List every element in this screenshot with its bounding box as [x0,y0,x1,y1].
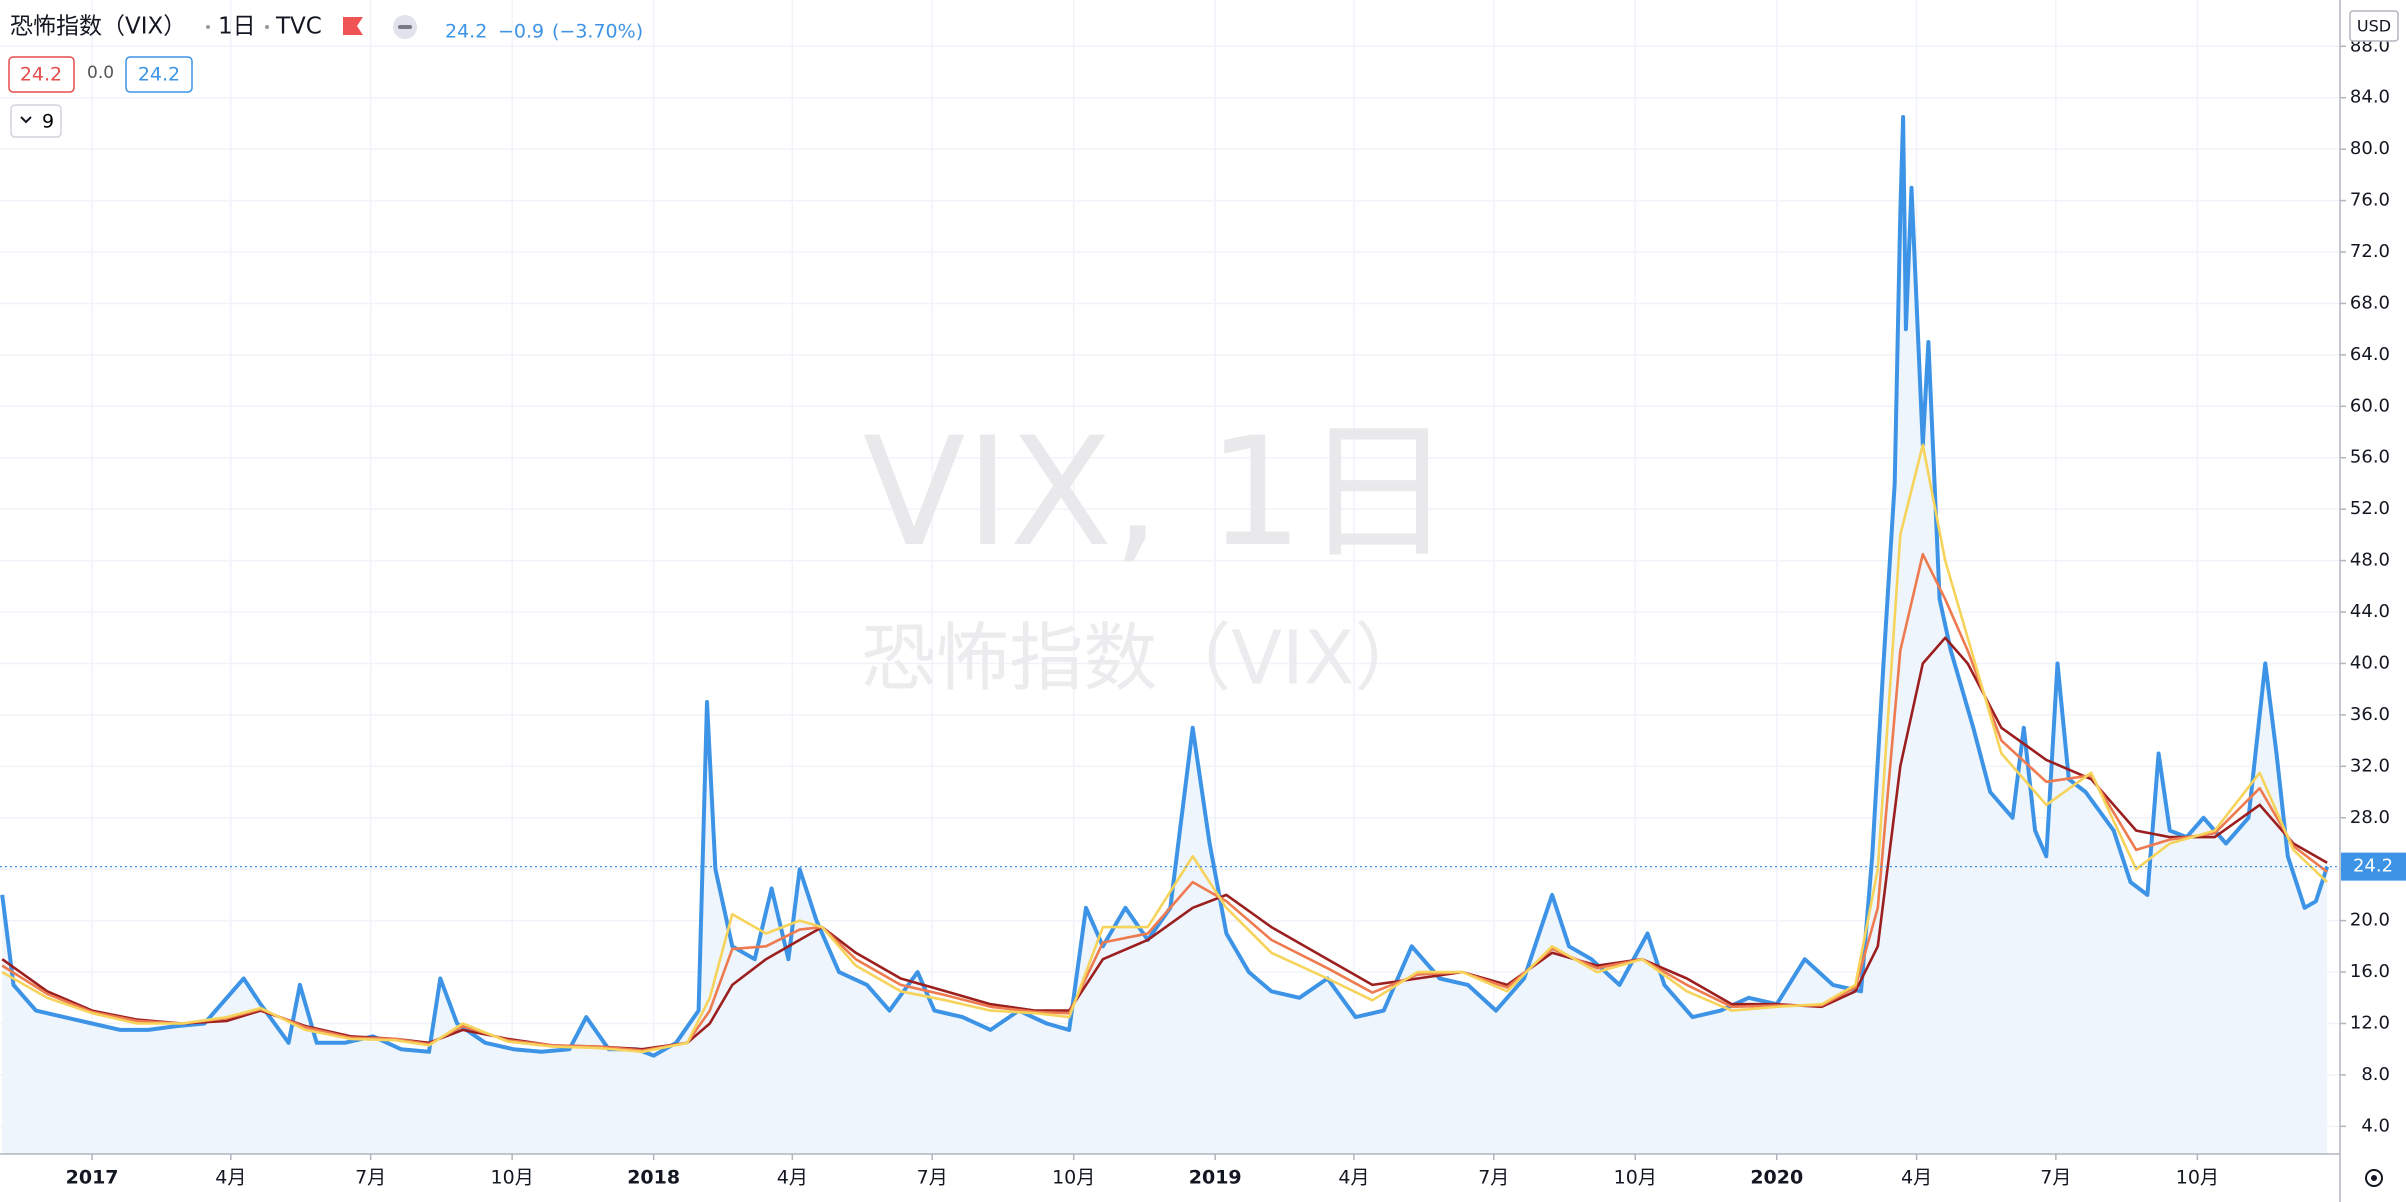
settings-icon[interactable] [2365,1169,2383,1187]
x-tick-label: 4月 [777,1167,808,1189]
axes: 4.08.012.016.020.024.028.032.036.040.044… [66,35,2406,1189]
y-tick-label: 80.0 [2350,138,2390,159]
currency: USD [2357,17,2391,36]
x-tick-label: 7月 [1478,1167,1509,1189]
y-tick-label: 76.0 [2350,190,2390,211]
x-tick-label: 2018 [627,1167,680,1189]
indicator-value: 0.0 [87,63,114,83]
x-tick-label: 10月 [1614,1167,1657,1189]
gear-center [2371,1175,2377,1181]
chevron-icon [20,116,32,124]
watermark-symbol: VIX, 1日 [863,406,1453,580]
x-tick-label: 4月 [215,1167,246,1189]
exchange: TVC [275,14,322,40]
x-tick-label: 10月 [1052,1167,1095,1189]
y-tick-label: 72.0 [2350,241,2390,262]
y-tick-label: 12.0 [2350,1012,2390,1033]
last-price: 24.2 [445,21,487,43]
x-tick-label: 10月 [491,1167,534,1189]
x-tick-label: 2017 [66,1167,119,1189]
currency-box[interactable] [2349,10,2399,42]
y-tick-label: 4.0 [2361,1115,2390,1136]
y-tick-label: 40.0 [2350,652,2390,673]
last-price-label: 24.2 [2353,856,2393,877]
y-tick-label: 56.0 [2350,447,2390,468]
x-tick-label: 7月 [917,1167,948,1189]
indicator-box [8,56,75,93]
y-tick-label: 68.0 [2350,292,2390,313]
indicator-count: 9 [42,111,54,133]
x-tick-label: 2020 [1750,1167,1803,1189]
indicator-value: 24.2 [20,64,62,86]
watermark-name: 恐怖指数（VIX） [861,616,1428,702]
y-tick-label: 36.0 [2350,704,2390,725]
status-dash [398,25,412,29]
indicator-toggle[interactable] [10,104,62,138]
indicator-box [125,56,193,93]
y-tick-label: 20.0 [2350,910,2390,931]
y-tick-label: 60.0 [2350,395,2390,416]
y-tick-label: 32.0 [2350,755,2390,776]
x-tick-label: 4月 [1901,1167,1932,1189]
y-tick-label: 28.0 [2350,807,2390,828]
y-tick-label: 64.0 [2350,344,2390,365]
x-tick-label: 4月 [1338,1167,1369,1189]
y-tick-label: 48.0 [2350,550,2390,571]
indicator-value: 24.2 [138,64,180,86]
y-tick-label: 8.0 [2361,1064,2390,1085]
last-price-box [2341,852,2406,881]
separator [206,25,210,29]
symbol-name[interactable]: 恐怖指数（VIX） [10,14,186,40]
x-tick-label: 10月 [2176,1167,2219,1189]
separator [265,25,269,29]
ma-line [1,443,2328,1054]
price-change: −0.9 [498,21,544,43]
plot [0,115,2340,1154]
y-tick-label: 52.0 [2350,498,2390,519]
price-change-percent: (−3.70%) [552,21,643,43]
gear [2365,1169,2383,1187]
y-tick-label: 84.0 [2350,87,2390,108]
x-tick-label: 7月 [2040,1167,2071,1189]
x-tick-label: 7月 [355,1167,386,1189]
y-tick-label: 44.0 [2350,601,2390,622]
flag-icon[interactable] [343,17,363,35]
area [2,117,2328,1154]
y-tick-label: 16.0 [2350,961,2390,982]
x-tick-label: 2019 [1189,1167,1242,1189]
interval[interactable]: 1日 [218,14,256,40]
